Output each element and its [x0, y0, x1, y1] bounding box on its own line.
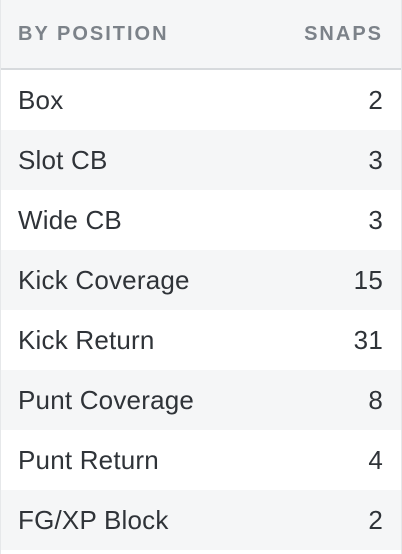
table-row: Wide CB 3 [1, 190, 401, 250]
snap-count: 3 [368, 144, 383, 175]
table-row: FG/XP Block 2 [1, 490, 401, 550]
snap-count: 31 [353, 324, 383, 355]
position-name: Punt Coverage [18, 384, 195, 415]
snap-count: 2 [368, 504, 383, 535]
table-row: Box 2 [1, 70, 401, 130]
position-name: Kick Coverage [18, 264, 190, 295]
snaps-column-header: SNAPS [304, 22, 383, 45]
position-name: Box [18, 84, 64, 115]
position-name: Punt Return [18, 444, 159, 475]
snap-count: 3 [368, 204, 383, 235]
position-name: Kick Return [18, 324, 155, 355]
snap-count: 15 [353, 264, 383, 295]
table-row: Kick Return 31 [1, 310, 401, 370]
snap-count: 8 [368, 384, 383, 415]
snap-count: 4 [368, 444, 383, 475]
position-column-header: BY POSITION [18, 22, 169, 45]
position-name: Wide CB [18, 204, 122, 235]
position-name: FG/XP Block [18, 504, 169, 535]
table-header: BY POSITION SNAPS [1, 0, 401, 70]
table-row: Punt Return 4 [1, 430, 401, 490]
position-name: Slot CB [18, 144, 108, 175]
table-row: Punt Coverage 8 [1, 370, 401, 430]
table-row: Slot CB 3 [1, 130, 401, 190]
snap-count: 2 [368, 84, 383, 115]
table-row: Kick Coverage 15 [1, 250, 401, 310]
